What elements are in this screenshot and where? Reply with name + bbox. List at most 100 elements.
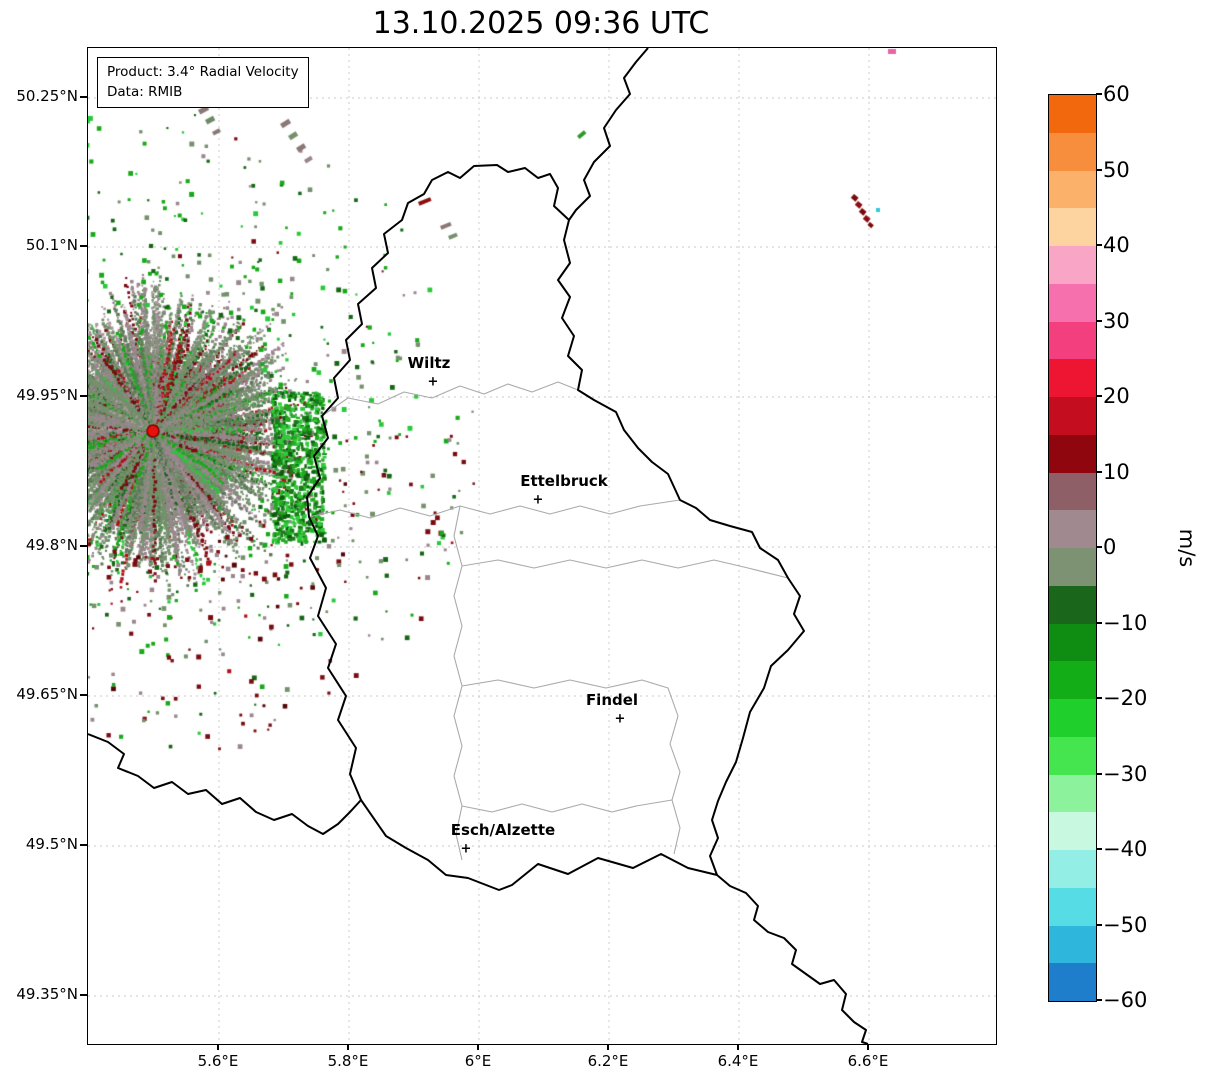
- colorbar-segment: [1049, 699, 1096, 737]
- colorbar-segment: [1049, 623, 1096, 662]
- colorbar-segment: [1049, 95, 1096, 133]
- x-tick-label: 6.6°E: [847, 1052, 889, 1070]
- y-tick-label: 49.95°N: [16, 386, 78, 404]
- x-tick-mark: [737, 1044, 739, 1050]
- colorbar-segment: [1049, 661, 1096, 699]
- x-tick-label: 6°E: [464, 1052, 492, 1070]
- colorbar-tick-label: −60: [1103, 988, 1148, 1012]
- colorbar-segment: [1049, 321, 1096, 360]
- colorbar-segment: [1049, 472, 1096, 511]
- colorbar-unit-label: m/s: [1175, 528, 1200, 568]
- colorbar-tick-mark: [1096, 546, 1102, 548]
- colorbar-segment: [1049, 359, 1096, 397]
- colorbar-segment: [1049, 736, 1096, 775]
- colorbar-tick-label: 0: [1103, 535, 1117, 559]
- x-tick-mark: [477, 1044, 479, 1050]
- colorbar-tick-label: 50: [1103, 157, 1130, 182]
- colorbar-tick-mark: [1096, 470, 1102, 473]
- product-label: Product: 3.4° Radial Velocity: [107, 64, 299, 80]
- district-border-path: [461, 799, 673, 813]
- colorbar-segment: [1049, 812, 1096, 850]
- timestamp-title: 13.10.2025 09:36 UTC: [372, 6, 710, 41]
- colorbar-tick-mark: [1096, 244, 1102, 246]
- city-label: Wiltz: [407, 354, 451, 372]
- colorbar-tick-mark: [1096, 395, 1102, 397]
- y-tick-label: 50.25°N: [16, 87, 78, 105]
- borders-layer: [88, 48, 869, 1044]
- colorbar-tick-mark: [1096, 772, 1102, 775]
- colorbar-segment: [1049, 510, 1096, 548]
- y-tick-mark: [80, 245, 87, 247]
- radar-echo-layer: [88, 48, 996, 1044]
- city-marker: +: [427, 374, 439, 390]
- y-tick-mark: [80, 844, 87, 846]
- x-tick-mark: [347, 1044, 349, 1050]
- colorbar-tick-label: 10: [1103, 459, 1130, 484]
- district-border-path: [308, 499, 681, 519]
- y-tick-mark: [80, 96, 87, 98]
- y-tick-label: 49.5°N: [25, 835, 78, 853]
- district-border-path: [453, 505, 463, 861]
- y-tick-label: 49.8°N: [25, 536, 78, 554]
- colorbar-segment: [1049, 397, 1096, 435]
- y-tick-label: 49.65°N: [16, 685, 78, 703]
- neighbor-border-path: [88, 733, 362, 835]
- x-tick-mark: [867, 1044, 869, 1050]
- colorbar-segment: [1049, 283, 1096, 322]
- x-tick-label: 5.6°E: [197, 1052, 239, 1070]
- colorbar-segment: [1049, 170, 1096, 209]
- neighbor-border-path: [716, 874, 869, 1044]
- y-tick-mark: [80, 994, 87, 996]
- district-border-path: [461, 559, 789, 579]
- colorbar-tick-label: −50: [1103, 912, 1148, 937]
- colorbar-tick-label: −30: [1103, 761, 1148, 786]
- colorbar-tick-mark: [1096, 168, 1102, 171]
- city-label: Ettelbruck: [520, 472, 608, 490]
- colorbar-tick-label: 20: [1103, 384, 1130, 408]
- colorbar-tick-label: 40: [1103, 233, 1130, 257]
- data-source-label: Data: RMIB: [107, 84, 183, 101]
- x-tick-label: 6.2°E: [587, 1052, 629, 1070]
- colorbar-segment: [1049, 850, 1096, 888]
- colorbar-tick-label: −40: [1103, 837, 1148, 861]
- city-label: Esch/Alzette: [450, 821, 556, 839]
- y-tick-label: 49.35°N: [16, 985, 78, 1003]
- colorbar-segment: [1049, 434, 1096, 473]
- x-tick-mark: [217, 1044, 219, 1050]
- colorbar-tick-label: −10: [1103, 610, 1148, 635]
- colorbar-tick-mark: [1096, 923, 1102, 926]
- city-marker: +: [460, 841, 472, 857]
- colorbar-segment: [1049, 963, 1096, 1001]
- city-label: Findel: [585, 691, 639, 709]
- colorbar-segment: [1049, 132, 1096, 171]
- colorbar-segment: [1049, 246, 1096, 284]
- colorbar-segment: [1049, 208, 1096, 246]
- colorbar-tick-label: 30: [1103, 308, 1130, 333]
- map-plot-area: + Wiltz + Ettelbruck + Findel + Esch/Alzette Pr…: [87, 47, 997, 1045]
- district-border-path: [321, 381, 579, 417]
- neighbor-border-path: [568, 48, 649, 221]
- x-tick-mark: [607, 1044, 609, 1050]
- colorbar-segment: [1049, 548, 1096, 586]
- x-tick-label: 6.4°E: [717, 1052, 759, 1070]
- y-tick-mark: [80, 395, 87, 397]
- city-marker: +: [532, 492, 544, 508]
- product-info-box: Product: 3.4° Radial Velocity Data: RMIB: [97, 57, 309, 108]
- country-border-path: [306, 164, 805, 891]
- colorbar-tick-mark: [1096, 697, 1102, 699]
- colorbar-segment: [1049, 925, 1096, 964]
- x-tick-label: 5.8°E: [327, 1052, 369, 1070]
- colorbar-segment: [1049, 887, 1096, 926]
- y-tick-label: 50.1°N: [25, 236, 78, 254]
- colorbar-tick-mark: [1096, 93, 1102, 95]
- colorbar-tick-mark: [1096, 621, 1102, 624]
- colorbar-tick-label: 60: [1103, 82, 1130, 106]
- colorbar-tick-mark: [1096, 999, 1102, 1001]
- y-tick-mark: [80, 694, 87, 696]
- city-marker: +: [614, 711, 626, 727]
- colorbar-tick-label: −20: [1103, 686, 1148, 710]
- colorbar-segment: [1049, 774, 1096, 813]
- velocity-colorbar: [1048, 94, 1097, 1002]
- y-tick-mark: [80, 545, 87, 547]
